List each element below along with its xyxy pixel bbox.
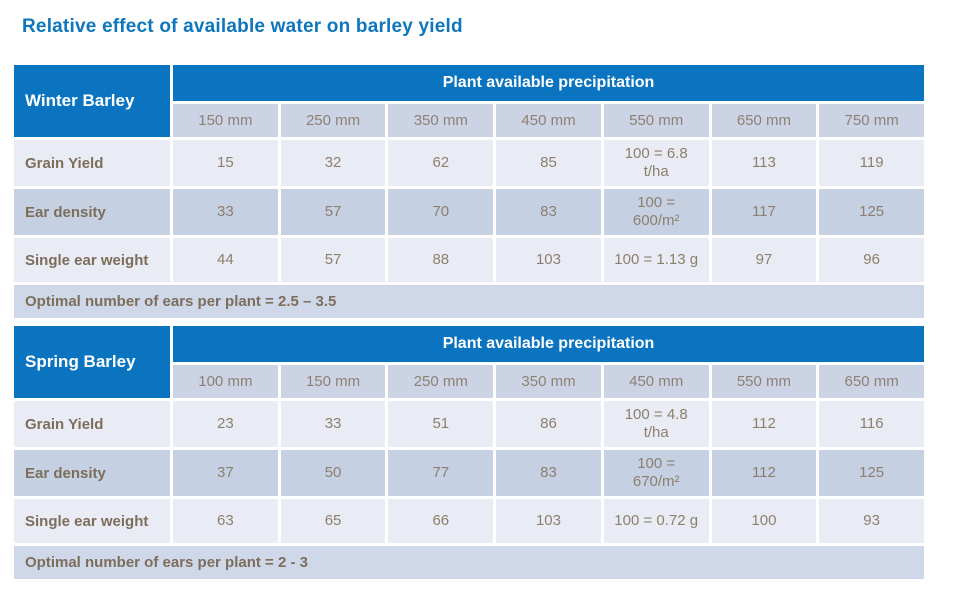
table-cell: 32	[280, 140, 386, 186]
table-cell: 96	[819, 238, 924, 282]
winter-barley-table: Winter Barley Plant available precipitat…	[14, 65, 924, 318]
table-cell: 86	[496, 401, 601, 447]
winter-table-title: Winter Barley	[14, 65, 170, 137]
table-cell: 50	[280, 450, 386, 496]
table-cell: 63	[173, 499, 278, 543]
table-cell: 62	[388, 140, 494, 186]
table-cell: 33	[280, 401, 386, 447]
table-cell: 88	[388, 238, 494, 282]
spring-column-header: 100 mm	[173, 365, 278, 398]
spring-row-label-grain-yield: Grain Yield	[14, 401, 170, 447]
spring-column-header: 350 mm	[496, 365, 601, 398]
table-cell: 57	[280, 238, 386, 282]
table-cell: 100 = 6.8 t/ha	[603, 140, 709, 186]
winter-row-label-grain-yield: Grain Yield	[14, 140, 170, 186]
winter-column-header: 150 mm	[173, 104, 278, 137]
table-cell: 83	[496, 450, 601, 496]
winter-column-header: 250 mm	[280, 104, 386, 137]
table-cell: 100	[711, 499, 817, 543]
table-cell: 33	[173, 189, 278, 235]
table-cell: 116	[819, 401, 924, 447]
spring-column-header: 550 mm	[711, 365, 817, 398]
winter-column-header: 450 mm	[496, 104, 601, 137]
spring-table-title: Spring Barley	[14, 326, 170, 398]
table-cell: 119	[819, 140, 924, 186]
table-cell: 83	[496, 189, 601, 235]
spring-column-header: 650 mm	[819, 365, 924, 398]
table-cell: 97	[711, 238, 817, 282]
spring-footer-note: Optimal number of ears per plant = 2 - 3	[14, 546, 924, 579]
table-cell: 100 = 4.8 t/ha	[603, 401, 709, 447]
tables-container: Winter Barley Plant available precipitat…	[14, 65, 958, 579]
table-cell: 117	[711, 189, 817, 235]
page-title: Relative effect of available water on ba…	[22, 16, 463, 37]
spring-barley-table: Spring Barley Plant available precipitat…	[14, 326, 924, 579]
table-cell: 125	[819, 189, 924, 235]
winter-row-label-single-ear-weight: Single ear weight	[14, 238, 170, 282]
table-cell: 113	[711, 140, 817, 186]
table-cell: 93	[819, 499, 924, 543]
table-cell: 100 = 0.72 g	[603, 499, 709, 543]
table-cell: 100 = 670/m²	[603, 450, 709, 496]
table-cell: 103	[496, 499, 601, 543]
spring-column-header: 250 mm	[388, 365, 494, 398]
table-cell: 15	[173, 140, 278, 186]
winter-column-header: 550 mm	[603, 104, 709, 137]
table-cell: 44	[173, 238, 278, 282]
spring-row-label-ear-density: Ear density	[14, 450, 170, 496]
winter-footer-note: Optimal number of ears per plant = 2.5 –…	[14, 285, 924, 318]
table-cell: 70	[388, 189, 494, 235]
table-cell: 103	[496, 238, 601, 282]
table-cell: 125	[819, 450, 924, 496]
table-cell: 65	[280, 499, 386, 543]
table-cell: 23	[173, 401, 278, 447]
table-cell: 37	[173, 450, 278, 496]
table-cell: 66	[388, 499, 494, 543]
winter-span-header: Plant available precipitation	[173, 65, 924, 101]
table-cell: 100 = 600/m²	[603, 189, 709, 235]
spring-column-header: 450 mm	[603, 365, 709, 398]
winter-column-header: 650 mm	[711, 104, 817, 137]
table-cell: 85	[496, 140, 601, 186]
table-cell: 100 = 1.13 g	[603, 238, 709, 282]
table-cell: 112	[711, 450, 817, 496]
spring-span-header: Plant available precipitation	[173, 326, 924, 362]
spring-row-label-single-ear-weight: Single ear weight	[14, 499, 170, 543]
spring-column-header: 150 mm	[280, 365, 386, 398]
table-cell: 57	[280, 189, 386, 235]
table-cell: 112	[711, 401, 817, 447]
winter-column-header: 350 mm	[388, 104, 494, 137]
winter-column-header: 750 mm	[819, 104, 924, 137]
table-cell: 77	[388, 450, 494, 496]
winter-row-label-ear-density: Ear density	[14, 189, 170, 235]
table-cell: 51	[388, 401, 494, 447]
